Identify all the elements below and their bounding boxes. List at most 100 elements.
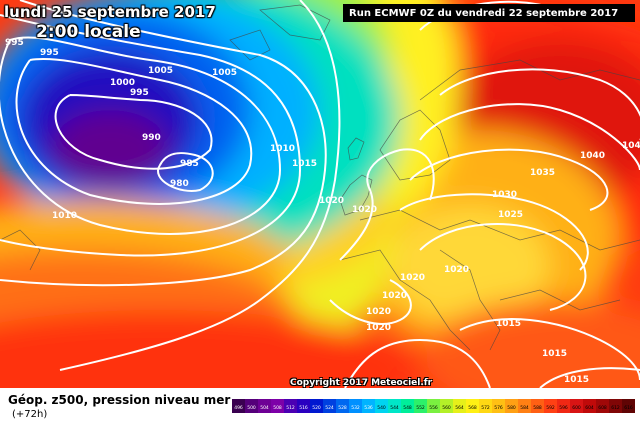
legend-swatch (284, 399, 297, 413)
isobar-label: 1020 (366, 307, 391, 317)
legend-swatch (479, 399, 492, 413)
lead-time: (+72h) (12, 409, 48, 420)
legend-value: 516 (299, 405, 308, 411)
isobar-label: 1025 (498, 210, 523, 220)
isobar-label: 1015 (496, 319, 521, 329)
legend-value: 500 (247, 405, 256, 411)
legend-swatch (466, 399, 479, 413)
isobar-label: 995 (40, 48, 59, 58)
isobar-label: 1015 (564, 375, 589, 385)
isobar-label: 1020 (382, 291, 407, 301)
legend-swatch (440, 399, 453, 413)
legend-swatch (596, 399, 609, 413)
legend-swatch (609, 399, 622, 413)
legend-swatch (544, 399, 557, 413)
isobar-label: 1000 (110, 78, 135, 88)
legend-swatch (505, 399, 518, 413)
isobar-label: 990 (142, 133, 161, 143)
legend-value: 584 (520, 405, 529, 411)
legend-value: 520 (312, 405, 321, 411)
legend-value: 568 (468, 405, 477, 411)
legend-value: 612 (611, 405, 620, 411)
isobar-label: 1015 (292, 159, 317, 169)
copyright: Copyright 2017 Meteociel.fr (290, 378, 433, 388)
parameter-label: Géop. z500, pression niveau mer (8, 393, 231, 407)
legend-value: 548 (403, 405, 412, 411)
legend-value: 508 (273, 405, 282, 411)
legend-swatch (414, 399, 427, 413)
geopotential-field (0, 0, 640, 388)
legend-swatch (583, 399, 596, 413)
forecast-date: lundi 25 septembre 2017 (4, 3, 216, 21)
isobar-label: 1040 (622, 141, 640, 151)
isobar-label: 1010 (52, 211, 77, 221)
legend-swatch (258, 399, 271, 413)
legend-swatch (271, 399, 284, 413)
isobar-label: 1015 (542, 349, 567, 359)
run-label: Run ECMWF 0Z du vendredi 22 septembre 20… (349, 7, 619, 19)
isobar-label: 1020 (352, 205, 377, 215)
legend-value: 576 (494, 405, 503, 411)
legend-swatch (245, 399, 258, 413)
legend-value: 544 (390, 405, 399, 411)
isobar-label: 1035 (530, 168, 555, 178)
legend-swatch (492, 399, 505, 413)
legend-value: 572 (481, 405, 490, 411)
legend-swatch (310, 399, 323, 413)
legend-value: 600 (572, 405, 581, 411)
run-info: Run ECMWF 0Z du vendredi 22 septembre 20… (343, 4, 635, 22)
legend-value: 580 (507, 405, 516, 411)
legend-value: 560 (442, 405, 451, 411)
isobar-label: 1005 (148, 66, 173, 76)
legend-swatch (427, 399, 440, 413)
legend-value: 588 (533, 405, 542, 411)
isobar-label: 980 (170, 179, 189, 189)
legend-swatch (622, 399, 635, 413)
legend-swatch (453, 399, 466, 413)
legend-swatch (388, 399, 401, 413)
legend-swatch (401, 399, 414, 413)
isobar-label: 995 (130, 88, 149, 98)
isobar-label: 985 (180, 159, 199, 169)
legend-value: 504 (260, 405, 269, 411)
isobar-label: 1020 (444, 265, 469, 275)
legend-swatch (375, 399, 388, 413)
forecast-time: 2:00 locale (36, 22, 141, 42)
weather-map: 995 995 1005 1005 1000 995 990 985 980 1010 1015 10… (0, 0, 640, 388)
legend-value: 540 (377, 405, 386, 411)
legend-swatch (336, 399, 349, 413)
isobar-label: 995 (5, 38, 24, 48)
color-scale-legend: 496 500 504 508 512 516 520 524 528 532 536 540 544 5… (232, 399, 635, 413)
isobar-label: 1030 (492, 190, 517, 200)
isobar-label: 1005 (212, 68, 237, 78)
isobar-lines (0, 0, 640, 388)
legend-value: 592 (546, 405, 555, 411)
isobar-label: 1040 (580, 151, 605, 161)
legend-value: 512 (286, 405, 295, 411)
legend-swatch (232, 399, 245, 413)
legend-swatch (323, 399, 336, 413)
legend-value: 496 (234, 405, 243, 411)
legend-swatch (557, 399, 570, 413)
legend-value: 564 (455, 405, 464, 411)
legend-value: 608 (598, 405, 607, 411)
legend-value: 616 (624, 405, 633, 411)
legend-swatch (349, 399, 362, 413)
isobar-label: 1010 (270, 144, 295, 154)
legend-swatch (570, 399, 583, 413)
isobar-label: 1020 (400, 273, 425, 283)
legend-swatch (362, 399, 375, 413)
legend-value: 532 (351, 405, 360, 411)
legend-value: 596 (559, 405, 568, 411)
legend-value: 536 (364, 405, 373, 411)
legend-value: 528 (338, 405, 347, 411)
footer: Géop. z500, pression niveau mer (+72h) 4… (0, 388, 640, 427)
legend-swatch (297, 399, 310, 413)
legend-swatch (531, 399, 544, 413)
legend-value: 556 (429, 405, 438, 411)
legend-swatch (518, 399, 531, 413)
isobar-label: 1020 (319, 196, 344, 206)
legend-value: 524 (325, 405, 334, 411)
